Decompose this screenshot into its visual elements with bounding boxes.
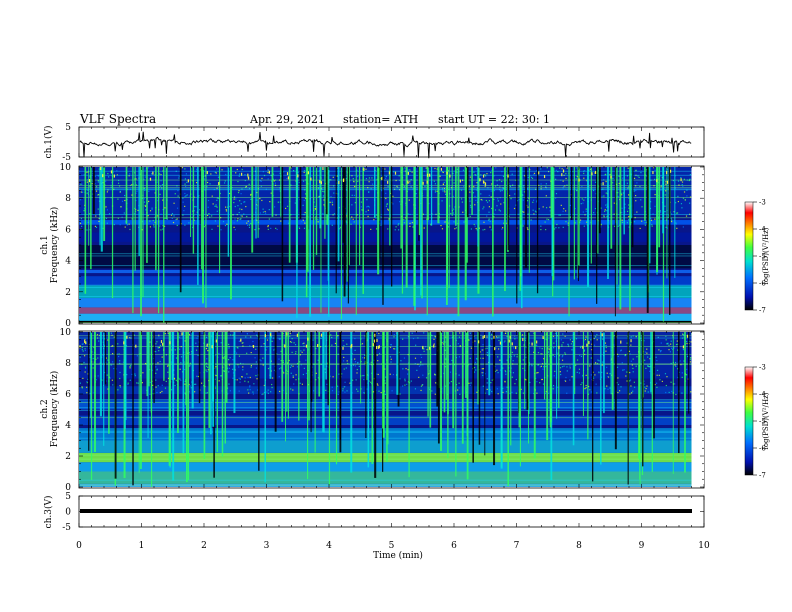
x-axis-label: Time (min)	[373, 550, 423, 561]
ch1-spectrogram-ylabel-frequency: Frequency (kHz)	[49, 207, 60, 284]
x-tick-label: 4	[326, 541, 332, 551]
x-tick-label: 5	[389, 541, 395, 551]
ch2-colorbar-label: log(PSD)(V²/Hz)	[762, 392, 770, 449]
colorbar-tick-label: -7	[759, 307, 766, 315]
y-tick-label: 10	[60, 328, 72, 338]
date-label: Apr. 29, 2021	[249, 113, 325, 126]
y-tick-label: 8	[65, 359, 71, 369]
figure-title: VLF Spectra	[79, 112, 156, 126]
x-tick-label: 9	[639, 541, 645, 551]
y-tick-label: 0	[65, 319, 71, 329]
ch2-spectrogram-ylabel-frequency: Frequency (kHz)	[49, 371, 60, 448]
ch1-colorbar-label: log(PSD)(V²/Hz)	[762, 227, 770, 284]
y-tick-label: 10	[60, 163, 72, 173]
ch1-spectrogram	[79, 167, 704, 324]
y-tick-label: 2	[65, 288, 71, 298]
ch1-spectrogram-ylabel-channel: ch.1	[40, 235, 50, 254]
colorbar-tick-label: -6	[759, 280, 766, 288]
colorbar-tick-label: -7	[759, 472, 766, 480]
colorbar-tick-label: -3	[759, 364, 766, 372]
station-label: station= ATH	[343, 113, 418, 126]
x-tick-label: 3	[264, 541, 270, 551]
y-tick-label: 5	[65, 492, 71, 502]
x-tick-label: 2	[201, 541, 207, 551]
y-tick-label: 4	[65, 257, 71, 267]
x-tick-label: 8	[576, 541, 582, 551]
colorbar-tick-label: -5	[759, 253, 766, 261]
y-tick-label: 5	[65, 123, 71, 133]
ch2-colorbar	[744, 366, 754, 476]
y-tick-label: 0	[65, 508, 71, 518]
y-tick-label: -5	[62, 153, 71, 163]
colorbar-tick-label: -4	[759, 226, 766, 234]
y-tick-label: 0	[65, 483, 71, 493]
ch2-spectrogram-ylabel-channel: ch.2	[40, 399, 50, 418]
ch1-waveform-ylabel: ch.1(V)	[43, 126, 54, 159]
start-time-label: start UT = 22: 30: 1	[438, 113, 550, 126]
x-tick-label: 10	[698, 541, 710, 551]
ch1-colorbar	[744, 201, 754, 311]
colorbar-ticks: -3 -4 -5 -6 -7 -3 -4 -5 -6 -7	[753, 199, 766, 480]
colorbar-tick-label: -3	[759, 199, 766, 207]
ch1-waveform-trace	[79, 131, 692, 159]
colorbar-tick-label: -6	[759, 445, 766, 453]
y-tick-label: -5	[62, 523, 71, 533]
ch3-waveform-ylabel: ch.3(V)	[43, 496, 54, 529]
colorbar-tick-label: -5	[759, 418, 766, 426]
y-tick-label: 6	[65, 390, 71, 400]
ch2-spectrogram	[79, 332, 704, 487]
x-tick-label: 0	[76, 541, 82, 551]
y-tick-label: 6	[65, 225, 71, 235]
y-tick-label: 4	[65, 421, 71, 431]
ch1-waveform-frame	[78, 126, 705, 158]
x-tick-label: 6	[451, 541, 457, 551]
x-tick-label: 7	[514, 541, 520, 551]
colorbar-tick-label: -4	[759, 391, 766, 399]
x-tick-label: 1	[139, 541, 145, 551]
y-tick-label: 8	[65, 194, 71, 204]
y-tick-label: 2	[65, 452, 71, 462]
